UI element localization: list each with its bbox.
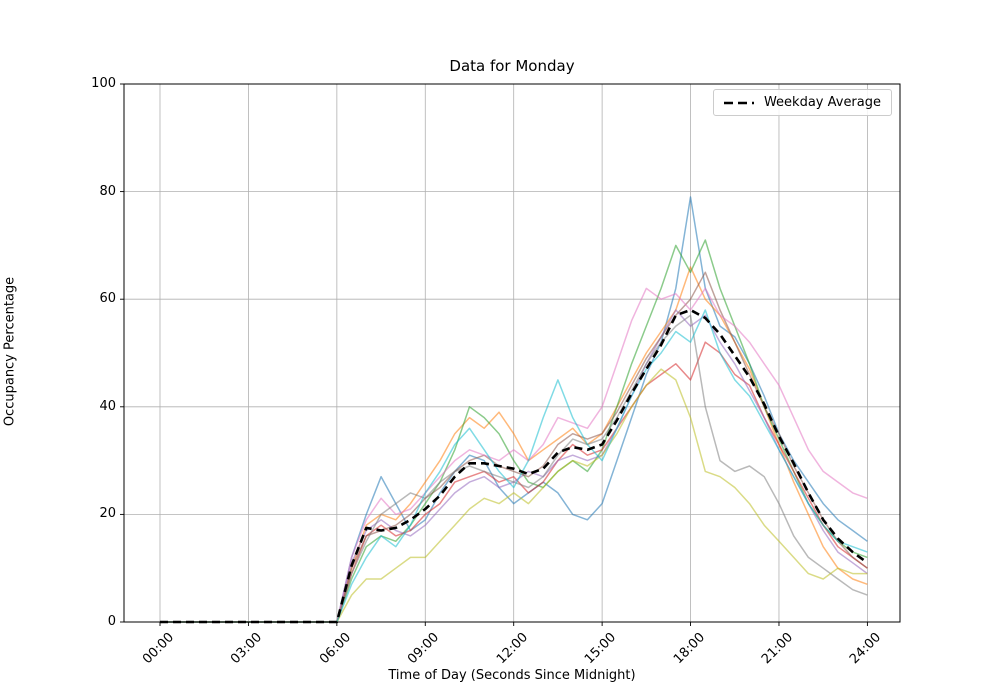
x-axis-label: Time of Day (Seconds Since Midnight) [388, 668, 636, 683]
y-tick-label: 100 [91, 76, 116, 91]
legend-label: Weekday Average [763, 95, 881, 110]
axis-ticks [120, 83, 868, 626]
plot-border [123, 83, 901, 623]
legend: Weekday Average [712, 89, 892, 116]
y-tick-label: 80 [99, 184, 116, 199]
y-tick-label: 60 [99, 291, 116, 306]
gridlines [124, 83, 900, 623]
y-axis-label: Occupancy Percentage [2, 276, 18, 427]
y-tick-label: 0 [107, 614, 116, 629]
y-tick-label: 20 [99, 506, 116, 521]
legend-dash-sample-icon [723, 101, 754, 104]
y-tick-label: 40 [99, 399, 116, 414]
chart-title: Data for Monday [449, 57, 575, 75]
